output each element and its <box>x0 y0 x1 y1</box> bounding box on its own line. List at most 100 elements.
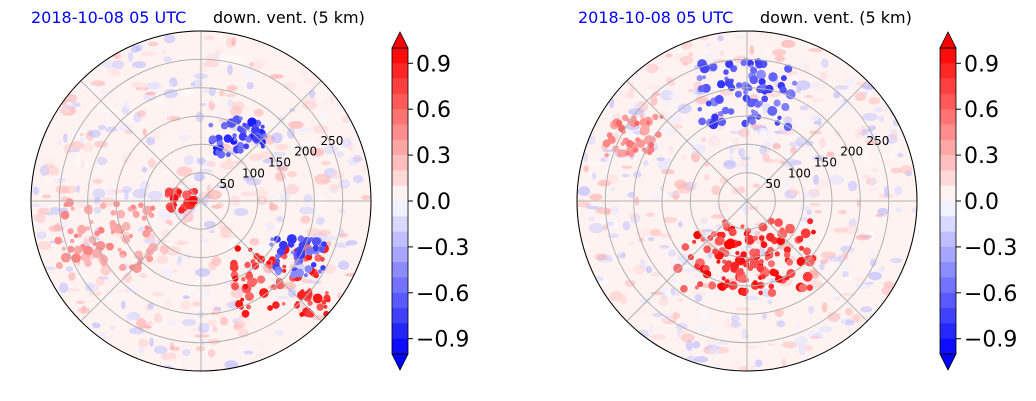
field-speckle <box>607 233 620 239</box>
field-speckle <box>883 111 894 117</box>
field-feature-cell <box>743 261 750 268</box>
field-speckle <box>878 115 885 123</box>
field-feature-cell <box>736 82 742 89</box>
field-speckle <box>589 193 603 201</box>
field-speckle <box>895 206 903 214</box>
field-feature-cell <box>769 268 777 276</box>
field-speckle <box>710 134 719 141</box>
field-speckle <box>121 186 132 193</box>
field-speckle <box>308 89 316 99</box>
field-speckle <box>81 305 87 314</box>
field-speckle <box>704 52 719 64</box>
field-speckle <box>125 313 133 323</box>
field-speckle <box>139 273 148 278</box>
field-speckle <box>208 229 215 234</box>
colorbar-level <box>392 185 408 202</box>
field-feature-cell <box>717 117 727 127</box>
field-speckle <box>783 178 791 188</box>
field-speckle <box>862 91 869 95</box>
field-speckle <box>648 324 654 334</box>
field-speckle <box>646 84 661 91</box>
field-speckle <box>203 35 216 40</box>
field-speckle <box>645 265 653 274</box>
colorbar-tick-label: 0.6 <box>416 98 451 123</box>
field-feature-cell <box>802 271 813 282</box>
field-speckle <box>299 141 314 146</box>
colorbar-tick-label: −0.9 <box>964 328 1017 353</box>
field-speckle <box>648 236 655 242</box>
field-speckle <box>31 203 42 208</box>
field-feature-cell <box>297 235 305 242</box>
field-feature-cell <box>803 247 811 256</box>
colorbar-tick-label: −0.3 <box>416 236 469 261</box>
field-feature-cell <box>69 238 75 244</box>
field-feature-cell <box>231 282 239 291</box>
field-speckle <box>112 60 125 70</box>
colorbar-level <box>940 139 956 156</box>
field-feature-cell <box>67 228 74 235</box>
field-speckle <box>633 171 642 178</box>
field-feature-cell <box>777 228 788 239</box>
field-feature-cell <box>225 152 231 158</box>
field-speckle <box>218 90 226 97</box>
field-speckle <box>182 348 191 357</box>
field-speckle <box>243 175 252 181</box>
field-speckle <box>657 67 664 71</box>
field-feature-cell <box>740 258 746 264</box>
field-speckle <box>763 158 775 163</box>
field-speckle <box>774 55 786 62</box>
field-speckle <box>661 169 675 175</box>
field-feature-cell <box>724 78 734 88</box>
field-feature-cell <box>694 263 699 268</box>
field-speckle <box>595 276 604 282</box>
field-speckle <box>308 119 315 129</box>
field-speckle <box>49 207 60 213</box>
field-speckle <box>122 99 130 111</box>
field-feature-cell <box>702 270 712 279</box>
field-feature-cell <box>761 95 769 103</box>
field-feature-cell <box>635 137 641 143</box>
field-speckle <box>861 129 874 133</box>
field-feature-cell <box>110 210 117 216</box>
colorbar-level <box>392 262 408 278</box>
field-speckle <box>845 76 855 87</box>
field-speckle <box>67 149 81 153</box>
field-speckle <box>321 160 331 166</box>
field-feature-cell <box>749 259 759 269</box>
field-feature-cell <box>305 246 315 256</box>
field-speckle <box>166 318 177 327</box>
field-speckle <box>45 166 60 177</box>
field-speckle <box>141 166 148 173</box>
field-speckle <box>219 316 229 326</box>
field-speckle <box>91 291 97 302</box>
field-speckle <box>659 244 670 249</box>
field-feature-cell <box>792 80 798 86</box>
field-speckle <box>706 335 717 346</box>
field-speckle <box>892 144 900 155</box>
colorbar: 0.9 0.6 0.3 0.0 −0.3 −0.6 −0.9 <box>939 31 1017 371</box>
field-speckle <box>762 138 774 149</box>
field-speckle <box>731 360 744 366</box>
field-speckle <box>109 325 116 330</box>
field-speckle <box>884 186 889 198</box>
field-speckle <box>694 356 709 363</box>
field-speckle <box>225 93 237 98</box>
field-speckle <box>664 125 675 137</box>
field-speckle <box>838 254 843 263</box>
field-speckle <box>271 132 283 144</box>
field-speckle <box>164 298 172 310</box>
field-speckle <box>811 98 824 103</box>
field-speckle <box>674 179 687 189</box>
field-speckle <box>259 243 276 251</box>
field-speckle <box>318 229 332 236</box>
field-speckle <box>132 61 147 69</box>
field-speckle <box>744 295 760 301</box>
panel-1-title: down. vent. (5 km) <box>213 8 365 27</box>
field-feature-cell <box>724 279 730 284</box>
field-speckle <box>121 300 126 310</box>
field-speckle <box>680 333 695 343</box>
grid-spoke <box>80 200 202 322</box>
field-speckle <box>889 257 903 264</box>
field-feature-cell <box>783 246 791 254</box>
field-feature-cell <box>758 78 766 86</box>
